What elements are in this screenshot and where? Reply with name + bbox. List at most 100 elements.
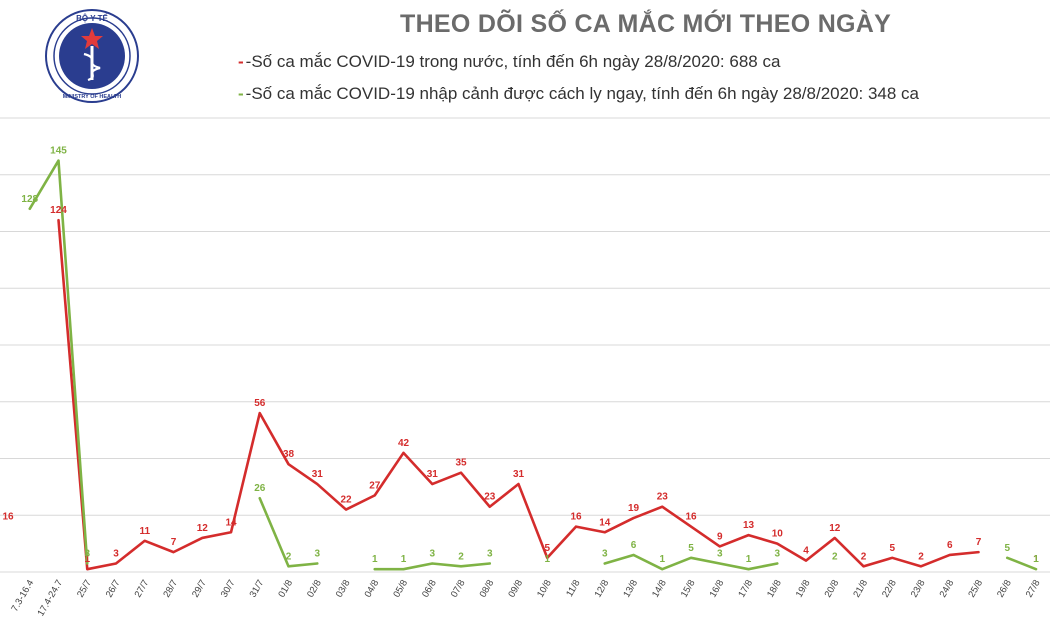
data-label: 31 — [312, 469, 324, 480]
data-label: 12 — [197, 523, 209, 534]
data-label: 1 — [1033, 554, 1039, 565]
data-label: 1 — [746, 554, 752, 565]
x-tick-label: 26/8 — [995, 578, 1014, 600]
x-tick-label: 22/8 — [880, 578, 899, 600]
x-tick-label: 15/8 — [679, 578, 698, 600]
logo-subtext: MINISTRY OF HEALTH — [63, 94, 122, 100]
data-label: 3 — [487, 548, 493, 559]
data-label: 31 — [427, 469, 439, 480]
x-tick-label: 27/7 — [133, 578, 152, 600]
data-label: 1 — [544, 554, 550, 565]
x-tick-label: 17.4-24.7 — [35, 578, 65, 618]
grid-lines — [0, 117, 1050, 573]
data-label: 9 — [717, 531, 723, 542]
x-tick-label: 26/7 — [104, 578, 123, 600]
data-label: 3 — [113, 548, 119, 559]
data-label: 5 — [889, 543, 895, 554]
x-tick-label: 19/8 — [794, 578, 813, 600]
data-label: 2 — [458, 551, 464, 562]
data-label: 35 — [455, 458, 467, 469]
x-tick-label: 03/8 — [334, 578, 353, 600]
x-tick-label: 12/8 — [593, 578, 612, 600]
data-label: 16 — [2, 512, 14, 523]
x-tick-label: 21/8 — [851, 578, 870, 600]
x-tick-label: 24/8 — [938, 578, 957, 600]
data-label: 5 — [688, 543, 694, 554]
data-label: 1 — [1033, 554, 1039, 565]
x-tick-labels: 7.3-16.4 17.4-24.7 25/7 26/7 27/7 28/7 29/7 30/… — [9, 578, 1042, 618]
data-label: 3 — [717, 548, 723, 559]
data-label: 16 — [685, 512, 697, 523]
series-line-imported — [258, 496, 319, 568]
series-line-domestic — [57, 218, 980, 571]
data-label: 3 — [774, 548, 780, 559]
x-tick-label: 10/8 — [535, 578, 554, 600]
data-label: 38 — [283, 449, 295, 460]
data-label: 3 — [84, 548, 90, 559]
data-label: 5 — [544, 543, 550, 554]
legend-label-domestic: -Số ca mắc COVID-19 trong nước, tính đến… — [245, 52, 781, 71]
data-label: 23 — [657, 492, 669, 503]
data-label: 12 — [829, 523, 841, 534]
data-label: 26 — [254, 483, 266, 494]
x-tick-label: 17/8 — [736, 578, 755, 600]
x-tick-label: 30/7 — [219, 578, 238, 600]
data-labels: 1612413117121456383122274231352331516141… — [2, 146, 1039, 566]
legend-label-imported: -Số ca mắc COVID-19 nhập cảnh được cách … — [245, 84, 920, 103]
data-label: 1 — [372, 554, 378, 565]
x-tick-label: 08/8 — [478, 578, 497, 600]
ministry-logo: BỘ Y TẾ MINISTRY OF HEALTH — [45, 9, 139, 103]
x-tick-label: 13/8 — [621, 578, 640, 600]
data-label: 56 — [254, 398, 266, 409]
data-label: 13 — [743, 520, 755, 531]
data-label: 124 — [50, 205, 67, 216]
data-label: 2 — [286, 551, 292, 562]
data-label: 1 — [401, 554, 407, 565]
data-label: 42 — [398, 438, 410, 449]
data-label: 27 — [369, 480, 381, 491]
x-tick-label: 27/8 — [1024, 578, 1043, 600]
data-label: 128 — [21, 194, 38, 205]
x-tick-label: 18/8 — [765, 578, 784, 600]
x-tick-label: 14/8 — [650, 578, 669, 600]
data-label: 16 — [570, 512, 582, 523]
x-tick-label: 16/8 — [708, 578, 727, 600]
x-tick-label: 7.3-16.4 — [9, 578, 36, 614]
data-label: 145 — [50, 146, 67, 157]
legend-entry-imported: - -Số ca mắc COVID-19 nhập cảnh được cách… — [238, 84, 919, 104]
series-line-imported — [1005, 556, 1038, 571]
x-tick-label: 04/8 — [363, 578, 382, 600]
data-label: 3 — [314, 548, 320, 559]
data-label: 31 — [513, 469, 525, 480]
data-label: 4 — [803, 546, 809, 557]
legend-entry-domestic: - -Số ca mắc COVID-19 trong nước, tính đế… — [238, 52, 780, 72]
series-line-imported — [603, 553, 779, 571]
chart-title: THEO DÕI SỐ CA MẮC MỚI THEO NGÀY — [400, 10, 892, 38]
x-tick-label: 23/8 — [909, 578, 928, 600]
x-tick-label: 11/8 — [564, 578, 582, 599]
x-tick-label: 07/8 — [449, 578, 468, 600]
data-label: 3 — [602, 548, 608, 559]
x-tick-label: 01/8 — [276, 578, 295, 600]
data-label: 11 — [139, 526, 150, 537]
data-label: 19 — [628, 503, 640, 514]
data-label: 14 — [599, 517, 611, 528]
x-tick-label: 09/8 — [506, 578, 525, 600]
data-label: 2 — [832, 551, 838, 562]
x-tick-label: 25/8 — [966, 578, 985, 600]
data-label: 22 — [340, 495, 352, 506]
x-tick-label: 31/7 — [248, 578, 267, 600]
data-label: 23 — [484, 492, 496, 503]
x-tick-label: 25/7 — [75, 578, 94, 600]
x-tick-label: 28/7 — [161, 578, 180, 600]
series-line-imported — [28, 159, 89, 565]
legend-marker-imported: - — [238, 84, 244, 103]
data-label: 7 — [171, 537, 177, 548]
legend-marker-domestic: - — [238, 52, 244, 71]
logo-text: BỘ Y TẾ — [76, 13, 108, 23]
data-label: 10 — [772, 529, 784, 540]
data-label: 2 — [918, 551, 924, 562]
data-label: 6 — [947, 540, 953, 551]
series-layer — [28, 159, 1038, 571]
